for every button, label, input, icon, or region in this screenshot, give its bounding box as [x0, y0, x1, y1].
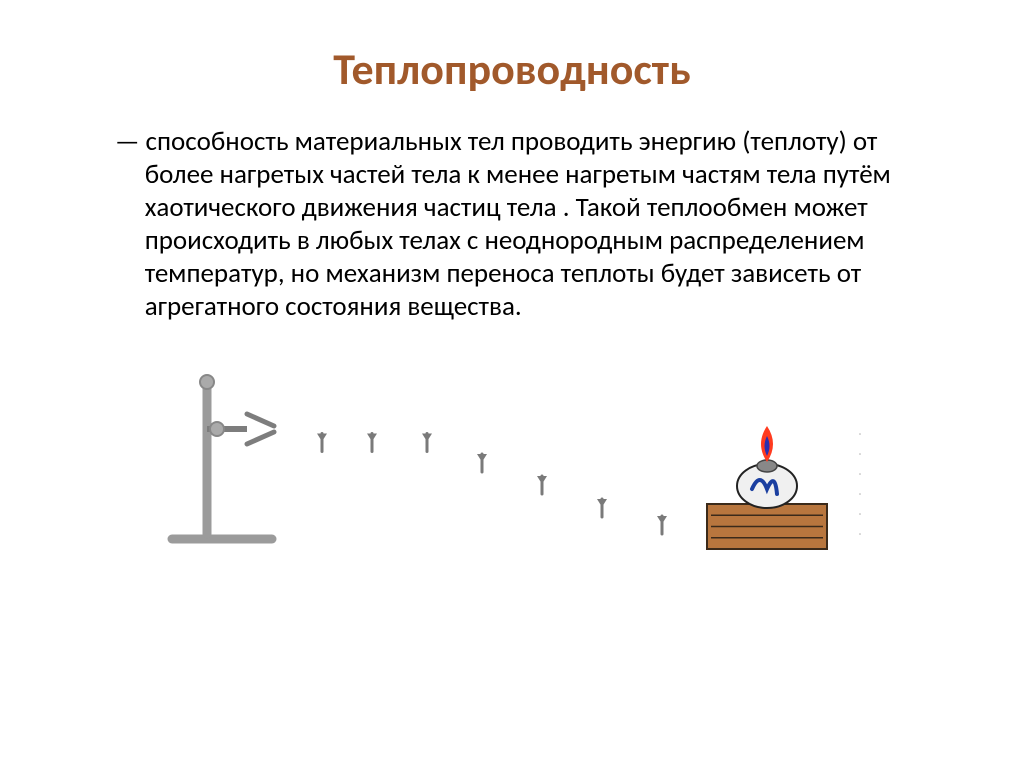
thermal-conduction-diagram: [162, 374, 862, 574]
definition-text: — способность материальных тел проводить…: [115, 126, 929, 324]
body-container: — способность материальных тел проводить…: [0, 126, 1024, 324]
slide-title: Теплопроводность: [0, 42, 1024, 96]
slide: Теплопроводность — способность материаль…: [0, 42, 1024, 767]
diagram-svg: [162, 374, 862, 574]
